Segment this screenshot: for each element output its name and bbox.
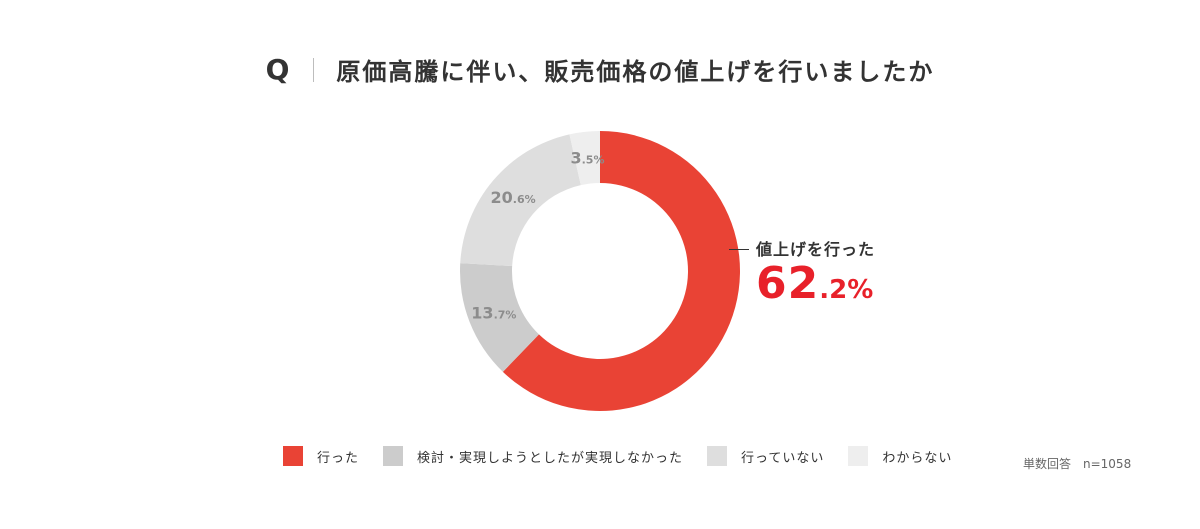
legend-swatch-considered — [383, 446, 404, 466]
legend-swatch-not-raise — [707, 446, 728, 466]
callout-leader-line — [729, 249, 749, 250]
legend-label-did-raise: 行った — [317, 450, 360, 466]
callout-value-integer: 62 — [756, 258, 820, 309]
legend-swatch-unknown — [848, 446, 869, 466]
question-header: Q 原価高騰に伴い、販売価格の値上げを行いましたか — [0, 52, 1200, 87]
slice-label-considered: 13.7% — [471, 304, 516, 323]
legend-label-considered: 検討・実現しようとしたが実現しなかった — [417, 450, 684, 466]
callout-value-decimal: .2% — [819, 275, 874, 305]
slice-not-raise — [460, 134, 581, 267]
legend-item-did-raise: 行った — [283, 446, 359, 466]
legend-label-unknown: わからない — [882, 450, 953, 466]
legend-item-considered: 検討・実現しようとしたが実現しなかった — [383, 446, 683, 466]
slice-considered — [460, 263, 539, 372]
slice-label-unknown: 3.5% — [570, 149, 604, 168]
question-text: 原価高騰に伴い、販売価格の値上げを行いましたか — [336, 58, 935, 86]
legend-swatch-did-raise — [283, 446, 303, 466]
legend-label-not-raise: 行っていない — [741, 450, 825, 466]
legend: 行った 検討・実現しようとしたが実現しなかった 行っていない わからない — [283, 446, 976, 466]
legend-item-not-raise: 行っていない — [707, 446, 824, 466]
legend-item-unknown: わからない — [848, 446, 952, 466]
question-marker: Q — [265, 52, 290, 86]
slice-did-raise — [502, 131, 740, 411]
question-divider — [313, 57, 315, 82]
slice-label-not-raise: 20.6% — [491, 188, 536, 207]
callout-label: 値上げを行った — [756, 240, 876, 259]
sample-size-note: 単数回答 n=1058 — [1023, 457, 1132, 471]
slice-unknown — [569, 131, 600, 186]
callout-value: 62.2% — [756, 258, 873, 309]
